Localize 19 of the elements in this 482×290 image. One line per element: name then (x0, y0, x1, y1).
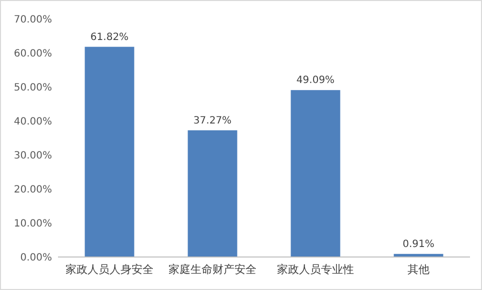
y-tick-label: 30.00% (14, 150, 52, 162)
x-tick-label: 家政人员人身安全 (66, 263, 154, 276)
y-tick-label: 0.00% (20, 252, 52, 264)
bar (84, 46, 134, 257)
y-tick-label: 20.00% (14, 184, 52, 196)
x-tick-label: 家庭生命财产安全 (168, 263, 256, 276)
y-tick-label: 10.00% (14, 218, 52, 230)
data-label: 61.82% (90, 32, 129, 43)
x-tick-label: 家政人员专业性 (277, 263, 354, 276)
data-label: 37.27% (193, 115, 232, 126)
y-tick-label: 60.00% (14, 48, 52, 60)
y-tick-label: 70.00% (14, 14, 52, 26)
bar (290, 90, 340, 257)
data-label: 0.91% (402, 238, 434, 250)
y-tick-label: 50.00% (14, 82, 52, 94)
x-tick-label: 其他 (408, 263, 430, 276)
y-tick-label: 40.00% (14, 116, 52, 128)
data-label: 49.09% (296, 75, 335, 86)
bar (188, 130, 238, 257)
